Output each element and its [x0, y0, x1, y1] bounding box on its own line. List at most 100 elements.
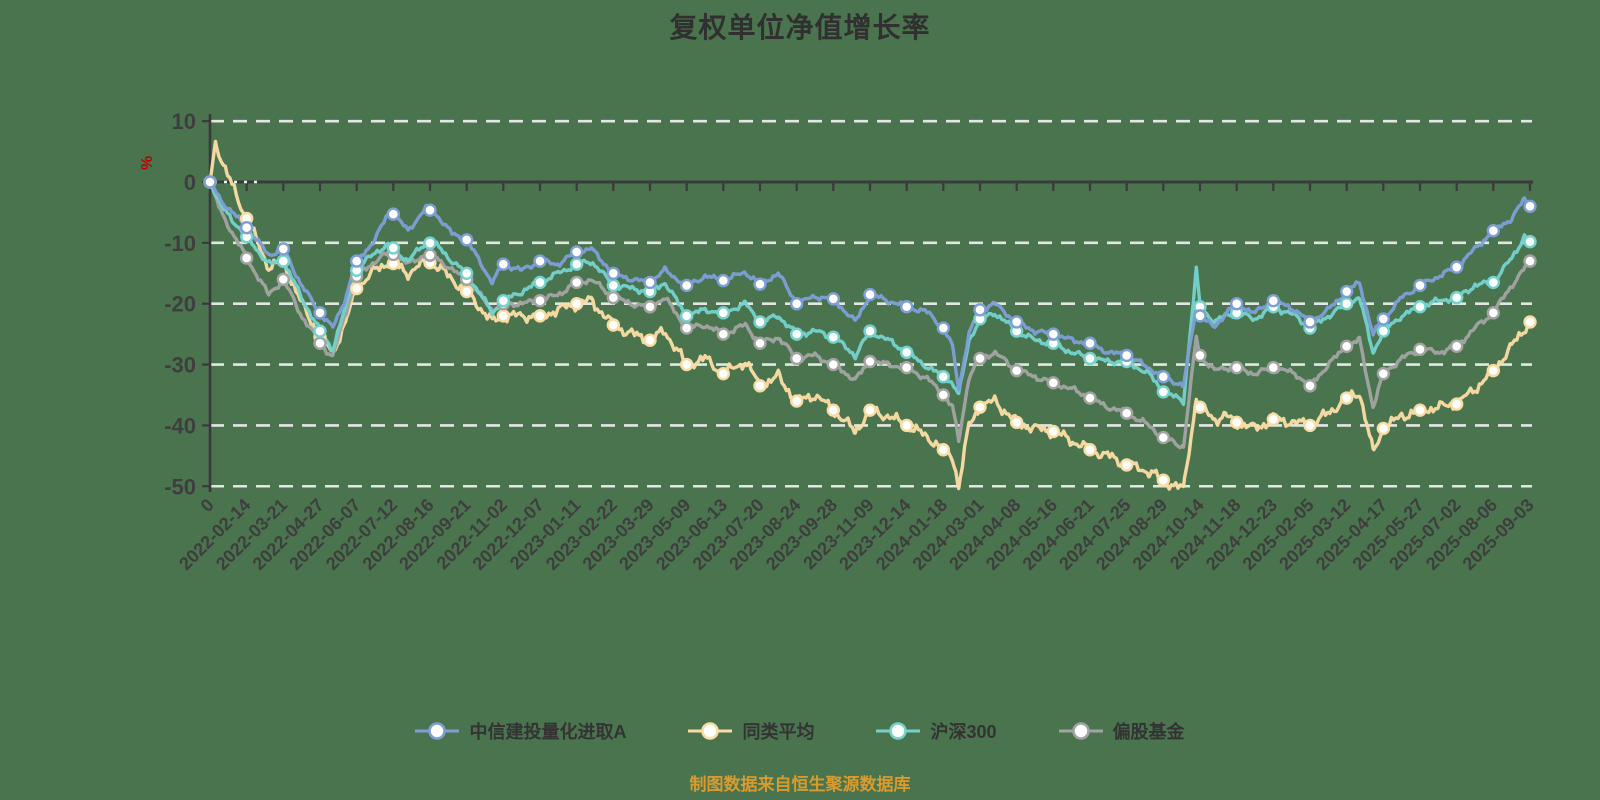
data-point-marker: [863, 354, 877, 369]
data-point-marker: [973, 351, 987, 366]
data-point-marker: [1266, 293, 1281, 308]
series-lines: [208, 139, 1532, 491]
data-point-marker: [863, 324, 877, 338]
data-point-marker: [826, 357, 841, 372]
legend-item-3[interactable]: 偏股基金: [1058, 718, 1185, 744]
data-point-marker: [643, 275, 657, 290]
series-markers: [203, 175, 1537, 487]
data-point-marker: [1339, 297, 1354, 311]
data-point-marker: [899, 418, 914, 433]
data-point-marker: [899, 345, 914, 360]
data-point-marker: [239, 251, 254, 265]
data-point-marker: [1339, 284, 1354, 299]
data-point-marker: [1193, 309, 1207, 323]
data-point-marker: [1339, 391, 1354, 405]
data-point-marker: [1156, 473, 1171, 487]
data-point-marker: [899, 360, 914, 375]
y-axis-label: -30: [164, 353, 196, 378]
data-point-marker: [1413, 300, 1427, 314]
data-point-marker: [1193, 348, 1207, 363]
markers-中信建投量化进取A: [203, 175, 1537, 384]
data-point-marker: [423, 236, 437, 250]
data-point-marker: [1449, 260, 1464, 274]
data-point-marker: [276, 242, 291, 256]
data-point-marker: [753, 315, 767, 329]
data-point-marker: [606, 278, 621, 293]
data-point-marker: [1486, 306, 1501, 320]
data-point-marker: [1083, 391, 1097, 405]
data-point-marker: [826, 292, 841, 306]
data-point-marker: [789, 297, 804, 311]
data-point-marker: [1083, 336, 1097, 350]
legend: 中信建投量化进取A 同类平均 沪深300 偏股基金: [0, 718, 1600, 744]
data-point-marker: [459, 284, 474, 299]
data-point-marker: [679, 278, 694, 293]
data-point-marker: [1229, 360, 1244, 375]
legend-item-2[interactable]: 沪深300: [876, 718, 997, 744]
data-point-marker: [1376, 421, 1391, 436]
data-point-marker: [716, 273, 731, 288]
data-point-marker: [1486, 223, 1501, 238]
data-point-marker: [1523, 254, 1537, 268]
data-point-marker: [1229, 415, 1244, 430]
y-axis-label: -10: [164, 231, 196, 256]
data-point-marker: [1083, 351, 1097, 366]
data-point-marker: [569, 257, 584, 271]
data-point-marker: [203, 175, 217, 189]
data-point-marker: [753, 277, 767, 291]
data-point-marker: [1156, 370, 1171, 384]
y-axis-label: 10: [172, 109, 196, 134]
x-axis-labels: 02022-02-142022-03-212022-04-272022-06-0…: [175, 495, 1538, 574]
data-point-marker: [789, 351, 804, 366]
data-point-marker: [753, 336, 767, 350]
data-point-marker: [753, 379, 767, 393]
data-point-marker: [496, 257, 511, 271]
data-point-marker: [1266, 412, 1281, 427]
data-point-marker: [459, 266, 474, 280]
data-point-marker: [1303, 418, 1317, 433]
legend-label: 中信建投量化进取A: [469, 722, 627, 742]
data-point-marker: [1046, 376, 1061, 390]
data-source-caption: 制图数据来自恒生聚源数据库: [689, 775, 911, 794]
data-point-marker: [1009, 363, 1024, 378]
data-point-marker: [569, 245, 584, 259]
data-point-marker: [936, 388, 951, 402]
legend-item-1[interactable]: 同类平均: [688, 718, 814, 744]
chart-title: 复权单位净值增长率: [669, 12, 931, 43]
legend-item-0[interactable]: 中信建投量化进取A: [415, 718, 626, 744]
data-point-marker: [1193, 400, 1207, 414]
data-point-marker: [679, 309, 694, 323]
data-point-marker: [863, 287, 877, 302]
data-point-marker: [569, 297, 584, 311]
data-point-marker: [386, 241, 401, 255]
data-point-marker: [459, 233, 474, 247]
data-point-marker: [1009, 315, 1024, 329]
x-axis-label: 0: [197, 495, 218, 516]
data-point-marker: [423, 203, 437, 217]
data-point-marker: [1119, 406, 1134, 420]
data-point-marker: [1523, 234, 1537, 249]
legend-label: 沪深300: [930, 722, 997, 742]
data-point-marker: [1413, 403, 1427, 417]
data-point-marker: [1119, 348, 1134, 363]
data-point-marker: [349, 254, 364, 268]
data-point-marker: [936, 321, 951, 335]
data-point-marker: [386, 207, 401, 221]
data-point-marker: [533, 309, 547, 323]
data-point-marker: [496, 309, 511, 323]
legend-marker-icon: [876, 722, 921, 740]
data-point-marker: [1413, 342, 1427, 357]
y-axis-label: 0: [184, 170, 196, 195]
y-axis-labels: 10 0 -10 -20 -30 -40 -50%: [139, 109, 196, 499]
y-axis-label: -20: [164, 292, 196, 317]
data-point-marker: [1486, 275, 1501, 290]
data-point-marker: [1376, 366, 1391, 381]
data-point-marker: [313, 324, 327, 338]
data-point-marker: [606, 318, 621, 332]
data-point-marker: [1266, 360, 1281, 375]
data-point-marker: [1046, 327, 1061, 341]
data-point-marker: [1523, 199, 1537, 214]
data-point-marker: [1449, 290, 1464, 305]
